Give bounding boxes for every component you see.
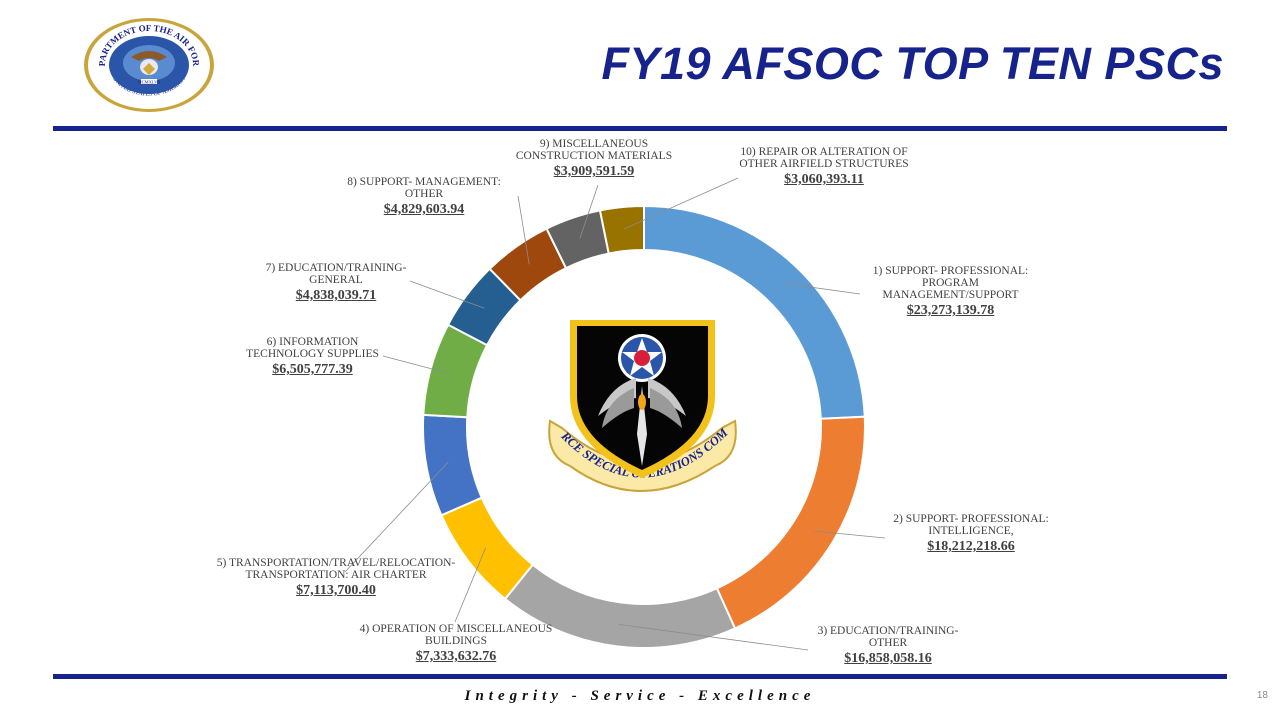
slice-label-4-name: 4) OPERATION OF MISCELLANEOUS BUILDINGS (359, 623, 553, 647)
title-divider (53, 126, 1227, 131)
leader-line-5 (344, 461, 449, 573)
page-number: 18 (1256, 690, 1268, 701)
slice-label-8-amount: $4,829,603.94 (383, 202, 465, 217)
department-of-the-air-force-seal: DEPARTMENT OF THE AIR FORCE UNITED STATE… (83, 17, 214, 112)
leader-line-8 (517, 195, 530, 265)
footer-divider (53, 674, 1227, 679)
slice-label-3: 3) EDUCATION/TRAINING- OTHER $16,858,058.… (808, 625, 968, 667)
slice-label-6-name: 6) INFORMATION TECHNOLOGY SUPPLIES (246, 336, 379, 360)
leader-line-6 (382, 355, 453, 375)
slice-label-5-amount: $7,113,700.40 (296, 583, 376, 598)
slice-label-9-amount: $3,909,591.59 (553, 164, 635, 179)
page-title: FY19 AFSOC TOP TEN PSCs (601, 38, 1224, 89)
leader-line-3 (618, 623, 809, 651)
slice-label-2-amount: $18,212,218.66 (927, 539, 1015, 554)
seal-year: MCMXLVII (138, 80, 161, 85)
slice-label-6: 6) INFORMATION TECHNOLOGY SUPPLIES $6,505… (240, 336, 385, 378)
slice-label-3-amount: $16,858,058.16 (844, 651, 932, 666)
motto: Integrity - Service - Excellence (464, 688, 816, 704)
leader-line-1 (781, 282, 861, 295)
doughnut-slice-10 (598, 204, 645, 255)
slice-label-2-name: 2) SUPPORT- PROFESSIONAL: INTELLIGENCE, (893, 513, 1049, 537)
slice-label-5: 5) TRANSPORTATION/TRAVEL/RELOCATION- TRA… (200, 557, 472, 599)
slice-label-4-amount: $7,333,632.76 (415, 649, 497, 664)
slice-label-10-amount: $3,060,393.11 (784, 172, 864, 187)
doughnut-slice-5 (422, 413, 484, 517)
slice-label-10: 10) REPAIR OR ALTERATION OF OTHER AIRFIE… (736, 146, 912, 188)
slice-label-7-name: 7) EDUCATION/TRAINING- GENERAL (265, 262, 407, 286)
slice-label-3-name: 3) EDUCATION/TRAINING- OTHER (817, 625, 959, 649)
slice-label-8-name: 8) SUPPORT- MANAGEMENT: OTHER (347, 176, 501, 200)
slice-label-1-amount: $23,273,139.78 (906, 303, 995, 318)
slice-label-6-amount: $6,505,777.39 (272, 362, 353, 377)
slice-label-4: 4) OPERATION OF MISCELLANEOUS BUILDINGS $… (358, 623, 554, 665)
slice-label-9: 9) MISCELLANEOUS CONSTRUCTION MATERIALS $… (504, 138, 684, 180)
leader-line-9 (579, 184, 599, 239)
slice-label-7-amount: $4,838,039.71 (295, 288, 377, 303)
slice-label-7: 7) EDUCATION/TRAINING- GENERAL $4,838,039… (250, 262, 422, 304)
slice-label-2: 2) SUPPORT- PROFESSIONAL: INTELLIGENCE, $… (885, 513, 1057, 555)
leader-line-4 (454, 547, 487, 623)
leader-line-2 (813, 530, 886, 539)
slice-label-1-name: 1) SUPPORT- PROFESSIONAL: PROGRAM MANAGE… (872, 265, 1029, 301)
leader-line-7 (409, 280, 485, 309)
afsoc-emblem: AIR FORCE SPECIAL OPERATIONS COMMAND (540, 316, 737, 492)
slice-label-8: 8) SUPPORT- MANAGEMENT: OTHER $4,829,603.… (346, 176, 502, 218)
slice-label-1: 1) SUPPORT- PROFESSIONAL: PROGRAM MANAGE… (858, 265, 1043, 319)
leader-line-10 (623, 177, 739, 230)
slice-label-10-name: 10) REPAIR OR ALTERATION OF OTHER AIRFIE… (739, 146, 909, 170)
slice-label-9-name: 9) MISCELLANEOUS CONSTRUCTION MATERIALS (515, 138, 673, 162)
slice-label-5-name: 5) TRANSPORTATION/TRAVEL/RELOCATION- TRA… (216, 557, 456, 581)
